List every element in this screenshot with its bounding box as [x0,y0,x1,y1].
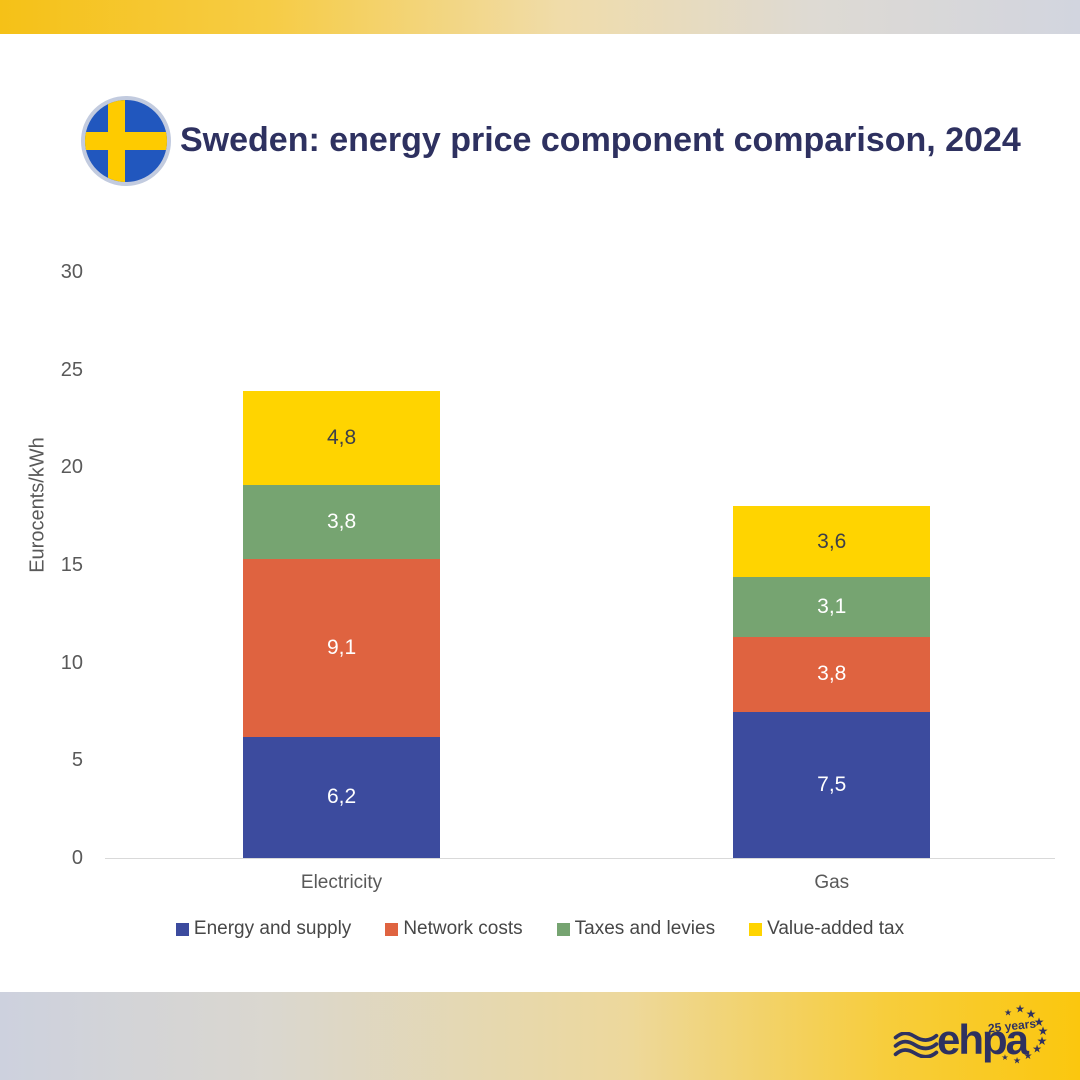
legend-item: Network costs [385,918,523,940]
bar-value-label: 7,5 [817,772,847,796]
eu-star-icon: ★ [1001,1053,1009,1062]
legend: Energy and supply Network costs Taxes and … [0,918,1080,940]
bar-gas: 7,5 3,8 3,1 3,6 [733,506,931,858]
eu-star-icon: ★ [1033,1015,1045,1029]
top-gradient-band [0,0,1080,34]
bar-value-label: 9,1 [326,636,357,660]
x-axis-label: Gas [814,872,850,893]
ehpa-logo-text: ehpa [937,1016,1029,1063]
legend-label: Value-added tax [767,918,905,939]
legend-swatch [175,922,189,936]
x-axis-line [105,858,1055,859]
bar-segment: 9,1 [243,559,441,737]
y-tick-label: 10 [60,651,83,674]
x-axis-label: Electricity [300,872,383,893]
bar-segment: 6,2 [243,736,441,858]
legend-item: Taxes and levies [556,918,716,940]
flag-cross-horizontal [85,132,167,150]
legend-swatch [556,922,570,936]
y-tick-label: 20 [60,456,83,479]
legend-label: Network costs [403,918,523,939]
y-tick-label: 30 [60,261,83,283]
legend-item: Value-added tax [749,918,904,940]
waves-icon [893,1032,939,1058]
bar-segment: 7,5 [733,711,931,858]
bar-segment: 3,1 [733,576,931,638]
y-tick-label: 0 [71,847,83,869]
bar-segment: 4,8 [243,391,441,485]
sweden-flag-icon [81,96,171,186]
bar-segment: 3,8 [243,484,441,560]
eu-star-icon: ★ [1015,1003,1025,1016]
eu-star-icon: ★ [1023,1051,1033,1062]
bottom-gradient-band: ehpa 25 years ★ ★ ★ ★ ★ ★ ★ ★ ★ ★ [0,992,1080,1080]
plot-area: 0 5 10 15 20 25 30 6,2 9,1 3,8 4,8 Electricity 7,5 3… [61,261,1055,893]
eu-star-icon: ★ [1037,1024,1049,1038]
eu-star-icon: ★ [1036,1034,1048,1048]
bar-electricity: 6,2 9,1 3,8 4,8 [243,391,441,858]
bar-value-label: 3,1 [817,595,847,618]
legend-swatch [749,922,763,936]
eu-star-icon: ★ [1003,1007,1013,1018]
eu-star-icon: ★ [1025,1007,1037,1021]
bar-value-label: 6,2 [326,785,357,809]
bar-segment: 3,6 [733,506,931,577]
y-tick-label: 15 [60,554,83,576]
bar-value-label: 3,6 [817,529,847,553]
legend-label: Energy and supply [193,918,352,939]
bar-value-label: 4,8 [326,426,357,450]
legend-label: Taxes and levies [574,918,716,939]
y-tick-label: 5 [71,749,83,772]
ehpa-logo: ehpa 25 years ★ ★ ★ ★ ★ ★ ★ ★ ★ ★ [877,998,1052,1070]
y-tick-label: 25 [60,358,83,381]
page-title: Sweden: energy price component compariso… [180,121,1021,159]
bar-value-label: 3,8 [326,510,357,534]
eu-star-icon: ★ [1012,1055,1022,1066]
bar-value-label: 3,8 [817,662,847,686]
eu-star-icon: ★ [1032,1043,1042,1056]
legend-swatch [385,922,399,936]
bar-segment: 3,8 [733,637,931,712]
legend-item: Energy and supply [175,918,352,940]
